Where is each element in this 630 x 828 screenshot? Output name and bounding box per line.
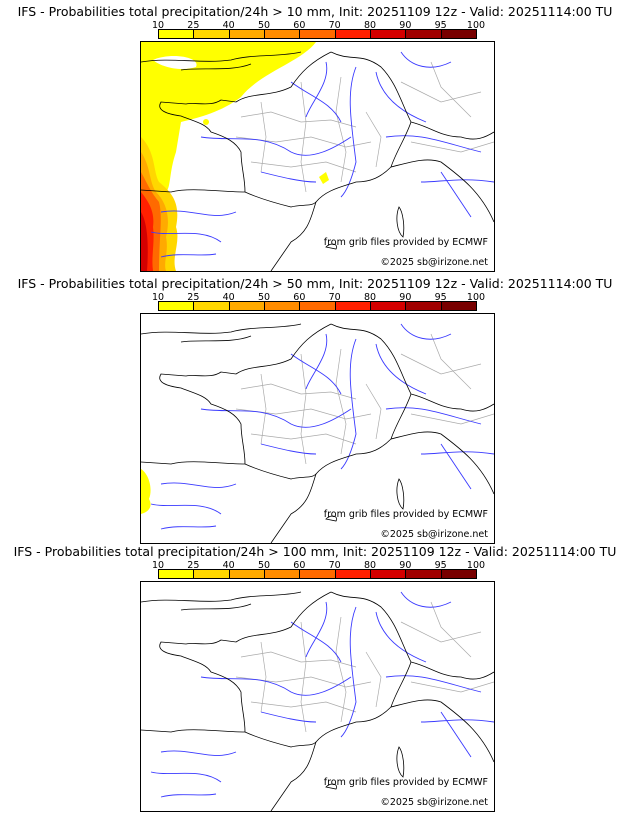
colorbar-tick-label: 70 [328,560,341,571]
colorbar-segment [300,30,336,38]
colorbar-segment [370,302,407,310]
colorbar-tick-label: 100 [466,20,486,31]
probability-overlay [141,42,329,271]
colorbar-tick-label: 80 [363,20,377,31]
colorbar-labels: 10 25 40 50 60 70 80 90 95 100 [152,292,485,303]
basemap [141,42,494,271]
panel-title: IFS - Probabilities total precipitation/… [17,276,613,291]
colorbar-segment [159,30,195,38]
colorbar-tick-label: 90 [399,560,412,571]
colorbar [158,29,477,39]
basemap-lines [141,591,494,811]
panel-10mm: IFS - Probabilities total precipitation/… [0,4,630,272]
colorbar-tick-label: 50 [257,292,271,303]
colorbar-segment [406,30,442,38]
colorbar-tick-label: 60 [293,20,306,31]
colorbar-segment [300,570,336,578]
probability-overlay [141,469,151,514]
colorbar-tick-label: 10 [151,20,165,31]
colorbar-segment [229,30,265,38]
colorbar-segment [441,30,476,38]
colorbar-segment [194,30,230,38]
map-100mm: from grib files provided by ECMWF ©2025 … [140,581,495,812]
colorbar-labels: 10 25 40 50 60 70 80 90 95 100 [152,560,485,571]
colorbar-tick-label: 40 [222,20,235,31]
colorbar-tick-label: 40 [222,292,235,303]
copyright-note: ©2025 sb@irizone.net [380,797,488,808]
colorbar-segment [441,570,476,578]
colorbar-segment [264,570,301,578]
colorbar-segment [335,30,371,38]
copyright-note: ©2025 sb@irizone.net [380,257,488,268]
colorbar-tick-label: 70 [328,292,341,303]
colorbar-tick-label: 50 [257,560,271,571]
colorbar-segment [229,302,265,310]
colorbar-tick-label: 60 [293,560,306,571]
colorbar-segment [441,302,476,310]
colorbar [158,301,477,311]
basemap-lines [141,323,494,543]
colorbar-tick-label: 40 [222,560,235,571]
colorbar-segment [264,302,301,310]
basemap [141,314,494,543]
colorbar-tick-label: 80 [363,292,377,303]
colorbar-segment [335,302,371,310]
colorbar-tick-label: 80 [363,560,377,571]
colorbar-tick-label: 50 [257,20,271,31]
colorbar-tick-label: 95 [434,560,447,571]
colorbar-segment [159,570,195,578]
colorbar-tick-label: 10 [151,292,165,303]
colorbar-segment [300,302,336,310]
panel-50mm: IFS - Probabilities total precipitation/… [0,276,630,544]
panel-title: IFS - Probabilities total precipitation/… [13,544,617,559]
map-50mm: from grib files provided by ECMWF ©2025 … [140,313,495,544]
colorbar-segment [335,570,371,578]
colorbar-tick-label: 10 [151,560,165,571]
colorbar-segment [264,30,301,38]
colorbar [158,569,477,579]
panel-100mm: IFS - Probabilities total precipitation/… [0,544,630,812]
colorbar-tick-label: 90 [399,292,412,303]
data-source-note: from grib files provided by ECMWF [323,509,488,520]
colorbar-segment [370,30,407,38]
colorbar-tick-label: 70 [328,20,341,31]
colorbar-tick-label: 100 [466,292,486,303]
colorbar-segment [159,302,195,310]
basemap [141,582,494,811]
copyright-note: ©2025 sb@irizone.net [380,529,488,540]
colorbar-tick-label: 25 [187,20,200,31]
panel-title: IFS - Probabilities total precipitation/… [17,4,613,19]
colorbar-segment [194,570,230,578]
colorbar-segment [229,570,265,578]
colorbar-segment [194,302,230,310]
colorbar-tick-label: 95 [434,292,447,303]
colorbar-tick-label: 100 [466,560,486,571]
map-10mm: from grib files provided by ECMWF ©2025 … [140,41,495,272]
data-source-note: from grib files provided by ECMWF [323,237,488,248]
data-source-note: from grib files provided by ECMWF [323,777,488,788]
colorbar-tick-label: 25 [187,560,200,571]
basemap-lines [141,51,494,271]
colorbar-tick-label: 25 [187,292,200,303]
colorbar-tick-label: 95 [434,20,447,31]
colorbar-segment [370,570,407,578]
colorbar-segment [406,570,442,578]
colorbar-labels: 10 25 40 50 60 70 80 90 95 100 [152,20,485,31]
colorbar-tick-label: 60 [293,292,306,303]
colorbar-segment [406,302,442,310]
colorbar-tick-label: 90 [399,20,412,31]
